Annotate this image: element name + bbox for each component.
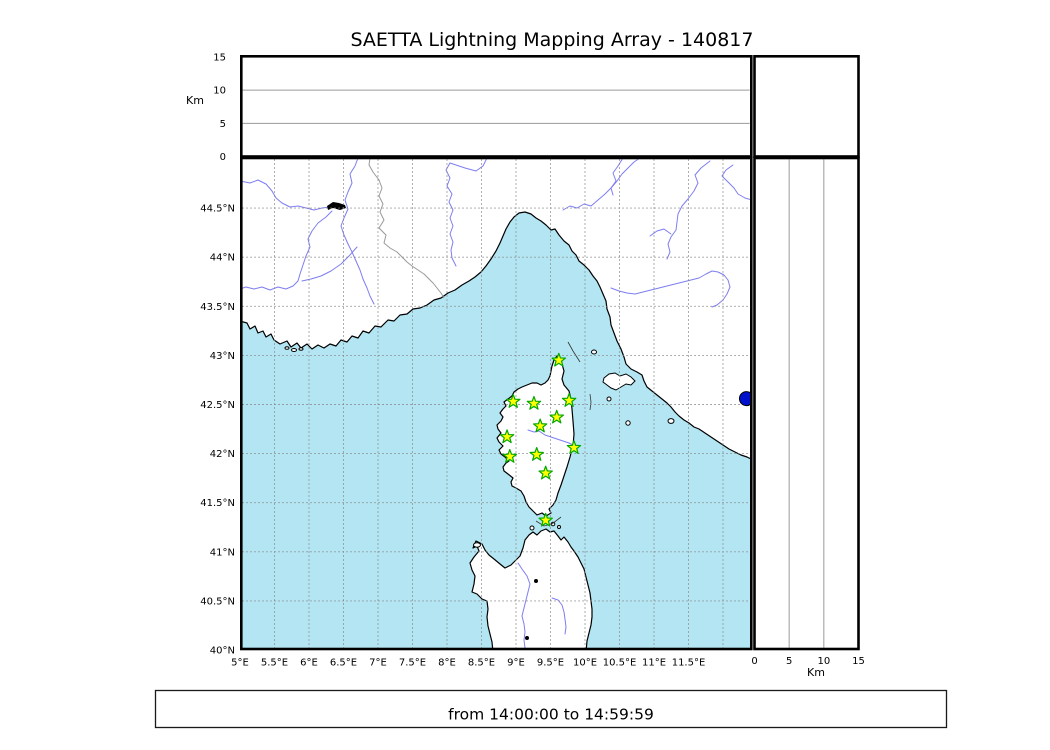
lon-tick-label: 8.5°E	[468, 658, 495, 669]
right-panel-unit-label: Km	[807, 666, 825, 679]
river	[445, 159, 487, 267]
right-altitude-panel-frame	[753, 156, 860, 651]
axis-tick-labels: 5°E 5.5°E 6°E 6.5°E 7°E 7.5°E 8°E 8.5°E 9°E 9.5°E…	[200, 53, 865, 669]
lake	[534, 579, 538, 583]
lake	[525, 636, 529, 640]
top-altitude-panel-frame	[240, 54, 753, 158]
right-panel-tick-label: 0	[751, 656, 757, 667]
island	[606, 396, 612, 402]
blue-dot-marker-layer	[738, 391, 751, 407]
lat-tick-label: 40.5°N	[200, 596, 235, 607]
station-markers	[499, 352, 582, 527]
island	[529, 525, 535, 531]
river	[562, 159, 639, 211]
station-star-marker	[502, 448, 518, 463]
boundary-segment	[589, 393, 592, 411]
map-graticule	[242, 159, 751, 649]
island	[298, 347, 304, 351]
station-star-marker	[561, 392, 577, 407]
lat-tick-label: 44.5°N	[200, 204, 235, 215]
lon-tick-label: 7°E	[369, 658, 387, 669]
top-panel-tick-label: 5	[220, 119, 226, 130]
island	[473, 542, 481, 548]
page-title: SAETTA Lightning Mapping Array - 140817	[351, 29, 754, 51]
lon-tick-label: 5.5°E	[261, 658, 288, 669]
lat-tick-label: 43.5°N	[200, 302, 235, 313]
river	[517, 562, 531, 649]
station-star-marker	[505, 393, 521, 408]
station-star-marker	[551, 352, 567, 367]
corner-panel-frame	[753, 54, 860, 158]
island-elba	[602, 372, 636, 391]
lon-tick-label: 8°E	[438, 658, 456, 669]
river	[721, 164, 751, 201]
lon-tick-label: 10°E	[573, 658, 597, 669]
blue-dot-marker	[738, 391, 751, 407]
station-star-marker	[499, 429, 515, 444]
boundary-segment	[567, 341, 581, 363]
lat-tick-label: 40°N	[210, 646, 235, 657]
island	[667, 418, 675, 424]
river	[340, 159, 375, 305]
lon-tick-label: 9.5°E	[537, 658, 564, 669]
right-panel-tick-label: 10	[817, 656, 830, 667]
time-range-label: from 14:00:00 to 14:59:59	[448, 706, 654, 724]
time-range-box	[154, 689, 948, 729]
coastline-mainland	[242, 159, 751, 460]
station-star-marker	[538, 465, 553, 480]
islands	[284, 346, 675, 548]
island	[557, 525, 561, 529]
river	[666, 160, 711, 260]
lat-tick-label: 42.5°N	[200, 400, 235, 411]
coastline-sardinia	[469, 528, 593, 649]
river	[610, 159, 623, 196]
lon-tick-label: 10.5°E	[603, 658, 637, 669]
map-panel-content	[242, 159, 751, 649]
panel-frames	[240, 54, 860, 651]
river	[649, 228, 672, 237]
right-panel-tick-label: 5	[786, 656, 792, 667]
river	[301, 246, 358, 282]
lon-tick-label: 5°E	[231, 658, 249, 669]
island	[284, 346, 290, 350]
lat-tick-label: 41.5°N	[200, 498, 235, 509]
river	[242, 179, 331, 211]
island	[625, 420, 631, 426]
lon-tick-label: 6.5°E	[330, 658, 357, 669]
top-panel-unit-label: Km	[186, 94, 204, 107]
river	[242, 210, 333, 291]
station-star-marker	[538, 512, 553, 527]
river	[610, 270, 731, 308]
lon-tick-label: 11°E	[642, 658, 666, 669]
lon-tick-label: 11.5°E	[672, 658, 706, 669]
station-star-marker	[549, 409, 564, 424]
top-panel-tick-label: 0	[220, 152, 226, 163]
station-star-marker	[526, 395, 542, 410]
right-panel-tick-label: 15	[852, 656, 865, 667]
island	[591, 349, 597, 355]
top-panel-tick-label: 10	[213, 86, 226, 97]
station-star-marker	[532, 418, 548, 433]
river	[551, 597, 567, 635]
lat-tick-label: 44°N	[210, 253, 235, 264]
station-star-marker	[529, 446, 544, 461]
lon-tick-label: 6°E	[300, 658, 318, 669]
lat-tick-label: 43°N	[210, 351, 235, 362]
map-panel-frame	[240, 156, 753, 651]
lat-tick-label: 42°N	[210, 449, 235, 460]
lon-tick-label: 9°E	[507, 658, 525, 669]
altitude-panel-gridlines	[242, 89, 825, 648]
lon-tick-label: 7.5°E	[399, 658, 426, 669]
top-panel-tick-label: 15	[213, 53, 226, 64]
island	[291, 348, 297, 352]
station-star-marker	[566, 440, 582, 454]
country-border	[368, 159, 445, 299]
lat-tick-label: 41°N	[210, 547, 235, 558]
